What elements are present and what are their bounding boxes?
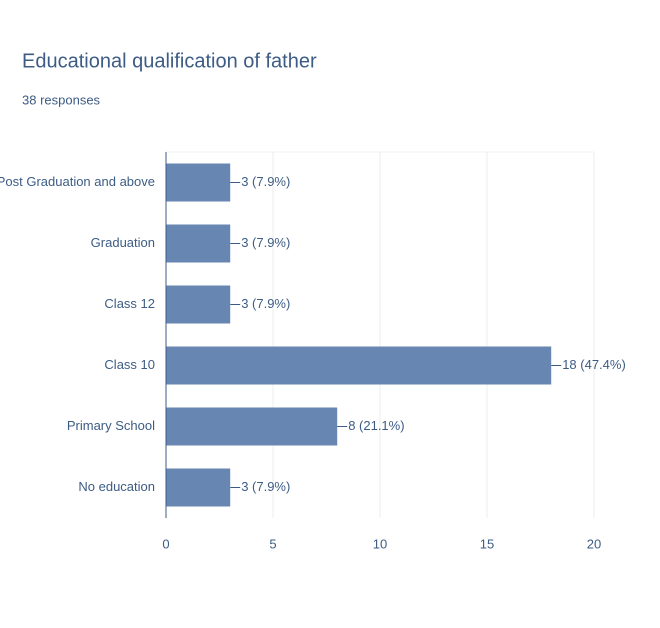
chart-title: Educational qualification of father [22,50,317,72]
y-tick-label: Primary School [67,418,155,433]
bar [166,163,231,202]
value-label: 3 (7.9%) [241,235,290,250]
bar [166,468,231,507]
value-label: 3 (7.9%) [241,174,290,189]
y-tick-label: Class 10 [104,357,155,372]
y-tick-label: Graduation [91,235,155,250]
x-tick-label: 5 [269,536,276,551]
value-label: 3 (7.9%) [241,296,290,311]
chart-subtitle: 38 responses [22,92,101,107]
x-tick-label: 0 [162,536,169,551]
bar [166,224,231,263]
y-tick-label: Post Graduation and above [0,174,155,189]
bar [166,285,231,324]
x-tick-label: 15 [480,536,494,551]
value-label: 3 (7.9%) [241,479,290,494]
y-tick-label: No education [78,479,155,494]
x-tick-label: 20 [587,536,601,551]
bar [166,346,552,385]
value-label: 18 (47.4%) [562,357,626,372]
x-tick-label: 10 [373,536,387,551]
bar [166,407,338,446]
y-tick-label: Class 12 [104,296,155,311]
value-label: 8 (21.1%) [348,418,404,433]
